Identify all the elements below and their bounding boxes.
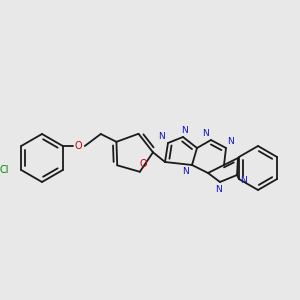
Text: N: N — [181, 126, 188, 135]
Text: N: N — [240, 176, 247, 185]
Text: N: N — [158, 132, 165, 141]
Text: O: O — [139, 159, 147, 169]
Text: N: N — [216, 185, 222, 194]
Text: Cl: Cl — [0, 165, 9, 175]
Text: O: O — [75, 141, 82, 151]
Text: N: N — [202, 129, 209, 138]
Text: N: N — [227, 137, 234, 146]
Text: N: N — [182, 167, 189, 176]
